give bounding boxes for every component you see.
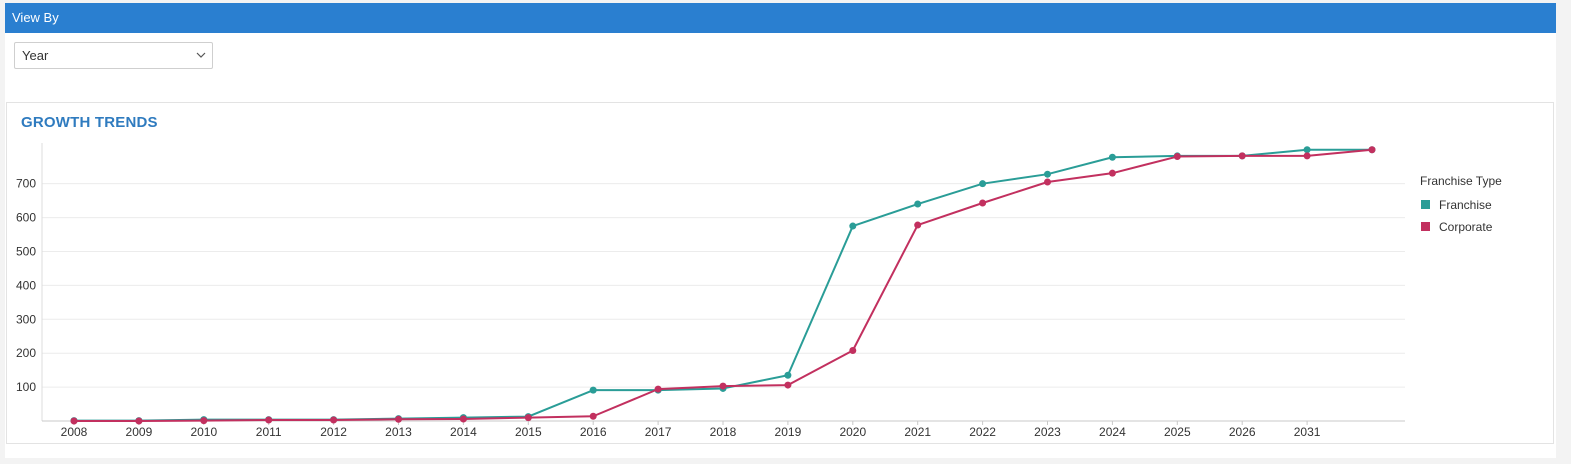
- legend-swatch-corporate: [1421, 222, 1430, 231]
- data-point-corporate: [719, 382, 727, 390]
- x-tick-label: 2013: [385, 425, 412, 439]
- data-point-corporate: [1173, 153, 1181, 161]
- data-point-corporate: [459, 415, 467, 423]
- chart-title: GROWTH TRENDS: [21, 114, 158, 131]
- x-tick-label: 2015: [515, 425, 542, 439]
- x-tick-label: 2025: [1164, 425, 1191, 439]
- y-tick-label: 700: [16, 177, 36, 191]
- x-tick-label: 2024: [1099, 425, 1126, 439]
- x-tick-label: 2023: [1034, 425, 1061, 439]
- grid-lines: [42, 183, 1405, 388]
- data-point-corporate: [135, 417, 143, 425]
- x-tick-label: 2020: [839, 425, 866, 439]
- data-point-franchise: [914, 200, 922, 208]
- x-tick-label: 2022: [969, 425, 996, 439]
- data-point-franchise: [1303, 146, 1311, 154]
- data-point-corporate: [200, 417, 208, 425]
- x-tick-label: 2014: [450, 425, 477, 439]
- main-panel: View By Year GROWTH TRENDS 100 200 300 400 5…: [5, 3, 1556, 458]
- data-point-corporate: [654, 385, 662, 393]
- data-point-franchise: [1044, 170, 1051, 178]
- y-tick-label: 500: [16, 244, 36, 258]
- series-lines: [70, 146, 1376, 425]
- x-tick-label: 2031: [1294, 425, 1321, 439]
- x-tick-label: 2011: [256, 425, 282, 439]
- legend-swatch-franchise: [1421, 200, 1430, 209]
- legend-label-corporate: Corporate: [1439, 220, 1493, 234]
- x-tick-label: 2009: [126, 425, 153, 439]
- data-point-franchise: [1108, 153, 1116, 161]
- data-point-corporate: [1044, 178, 1051, 186]
- data-point-corporate: [849, 346, 857, 354]
- legend-item-franchise[interactable]: Franchise: [1420, 194, 1502, 216]
- data-point-franchise: [784, 371, 792, 379]
- view-by-selected-value: Year: [22, 48, 49, 63]
- view-by-select[interactable]: Year: [14, 42, 213, 69]
- data-point-corporate: [784, 381, 792, 389]
- data-point-corporate: [1368, 146, 1376, 154]
- x-tick-label: 2016: [580, 425, 607, 439]
- data-point-corporate: [265, 416, 273, 424]
- y-tick-label: 600: [16, 211, 36, 225]
- data-point-franchise: [979, 180, 987, 188]
- data-point-corporate: [524, 414, 532, 422]
- y-tick-label: 400: [16, 278, 36, 292]
- view-by-title: View By: [12, 10, 59, 25]
- data-point-corporate: [1303, 152, 1311, 160]
- y-tick-label: 200: [16, 346, 36, 360]
- x-tick-label: 2026: [1229, 425, 1256, 439]
- legend-item-corporate[interactable]: Corporate: [1420, 216, 1502, 238]
- x-tick-label: 2018: [710, 425, 737, 439]
- legend-title: Franchise Type: [1420, 174, 1502, 188]
- data-point-corporate: [330, 416, 338, 424]
- legend-label-franchise: Franchise: [1439, 198, 1492, 212]
- data-point-corporate: [395, 415, 402, 423]
- y-tick-label: 300: [16, 312, 36, 326]
- x-tick-label: 2021: [904, 425, 931, 439]
- x-tick-label: 2010: [190, 425, 217, 439]
- data-point-corporate: [70, 417, 78, 425]
- data-point-corporate: [979, 199, 987, 207]
- x-tick-label: 2012: [320, 425, 347, 439]
- data-point-corporate: [589, 412, 597, 420]
- y-tick-label: 100: [16, 380, 36, 394]
- x-tick-label: 2008: [61, 425, 88, 439]
- legend: Franchise Type Franchise Corporate: [1420, 174, 1502, 238]
- x-tick-label: 2017: [645, 425, 672, 439]
- chevron-down-icon: [196, 52, 206, 58]
- x-tick-label: 2019: [775, 425, 802, 439]
- data-point-corporate: [1238, 152, 1246, 160]
- axes: 100 200 300 400 500 600 700 2008 2009 2010 2011 201…: [16, 143, 1405, 439]
- view-by-header: View By: [5, 3, 1556, 33]
- growth-trends-chart: 100 200 300 400 500 600 700 2008 2009 2010 2011 201…: [16, 143, 1405, 439]
- chart-card: GROWTH TRENDS 100 200 300 400 500 600 700 2008 2…: [6, 102, 1554, 444]
- data-point-corporate: [914, 221, 922, 229]
- data-point-franchise: [589, 386, 597, 394]
- data-point-corporate: [1108, 169, 1116, 177]
- data-point-franchise: [849, 222, 857, 230]
